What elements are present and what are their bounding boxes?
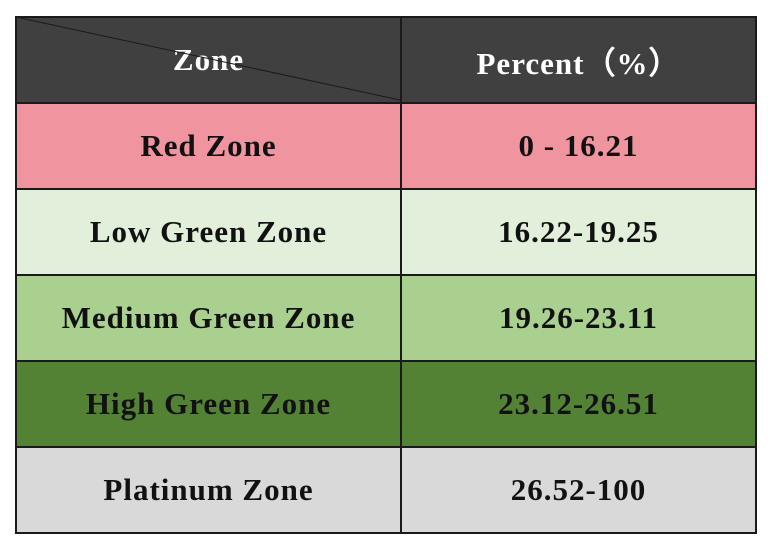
table-row: Medium Green Zone 19.26-23.11	[15, 274, 757, 362]
zone-table: Zone Percent（%） Red Zone 0 - 16.21 Low Gre…	[15, 16, 757, 534]
table-container: Zone Percent（%） Red Zone 0 - 16.21 Low Gre…	[15, 16, 757, 534]
table-row: Red Zone 0 - 16.21	[15, 102, 757, 190]
percent-cell: 19.26-23.11	[400, 274, 757, 362]
table-row: Platinum Zone 26.52-100	[15, 446, 757, 534]
header-cell: Zone	[15, 16, 402, 104]
zone-cell: Platinum Zone	[15, 446, 402, 534]
table-row: High Green Zone 23.12-26.51	[15, 360, 757, 448]
zone-cell: High Green Zone	[15, 360, 402, 448]
zone-cell: Medium Green Zone	[15, 274, 402, 362]
table-row: Low Green Zone 16.22-19.25	[15, 188, 757, 276]
header-row: Zone Percent（%）	[15, 16, 757, 104]
percent-cell: 0 - 16.21	[400, 102, 757, 190]
percent-cell: 16.22-19.25	[400, 188, 757, 276]
percent-cell: 26.52-100	[400, 446, 757, 534]
percent-cell: 23.12-26.51	[400, 360, 757, 448]
zone-cell: Low Green Zone	[15, 188, 402, 276]
table-body: Red Zone 0 - 16.21 Low Green Zone 16.22-19.…	[15, 102, 757, 534]
header-cell: Percent（%）	[400, 16, 757, 104]
zone-cell: Red Zone	[15, 102, 402, 190]
